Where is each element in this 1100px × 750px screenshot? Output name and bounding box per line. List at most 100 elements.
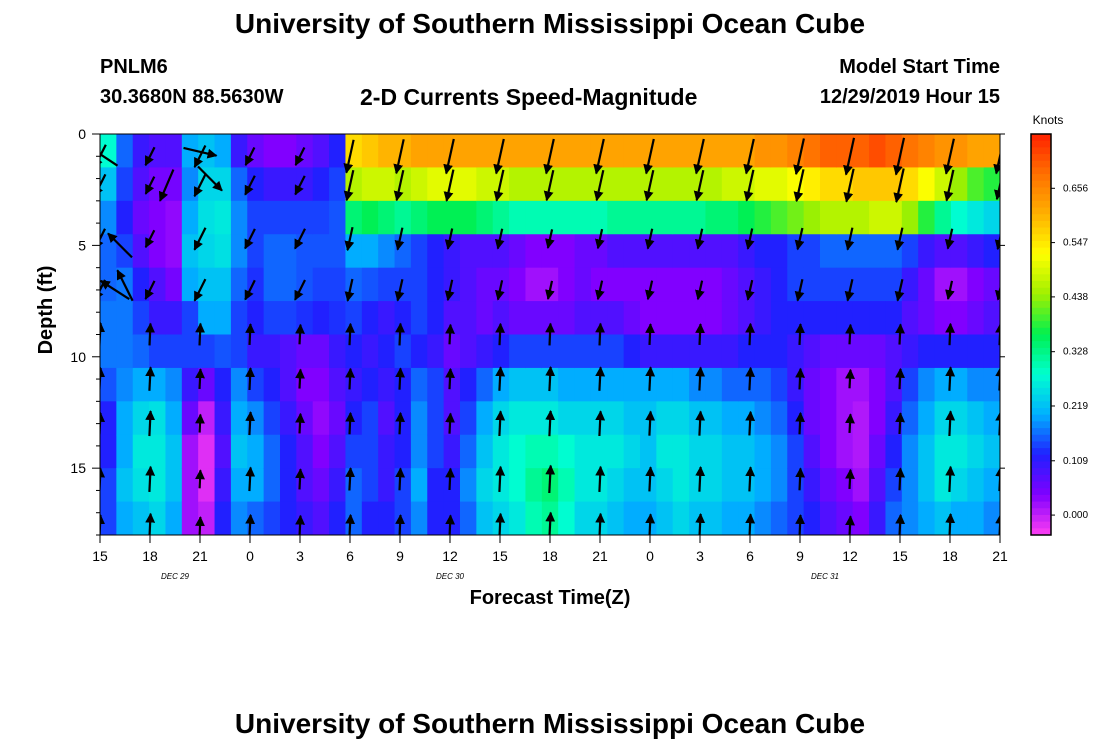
heatmap-cell [394, 501, 412, 535]
current-arrow [393, 169, 405, 202]
heatmap-cell [329, 334, 347, 369]
heatmap-cell [165, 234, 183, 269]
heatmap-cell [132, 234, 150, 269]
heatmap-cell [869, 468, 887, 503]
heatmap-cell [410, 134, 428, 169]
current-arrow [695, 366, 706, 391]
colorbar-segment [1031, 274, 1051, 282]
heatmap-cell [345, 401, 363, 436]
colorbar-segment [1031, 321, 1051, 329]
current-arrow [595, 322, 606, 346]
heatmap-cell [280, 134, 297, 169]
heatmap-cell [770, 367, 788, 402]
heatmap-cell [410, 401, 428, 436]
colorbar-segment [1031, 327, 1051, 335]
heatmap-cell [263, 334, 281, 369]
heatmap-cell [869, 200, 887, 235]
heatmap-cell [918, 267, 936, 302]
heatmap-cell [820, 401, 837, 436]
heatmap-cell [918, 401, 936, 436]
current-arrow [695, 280, 705, 301]
heatmap-cell [721, 468, 739, 503]
heatmap-cell [558, 167, 576, 202]
heatmap-cell [149, 401, 167, 436]
heatmap-cell [705, 200, 723, 235]
heatmap-cell [607, 367, 625, 402]
heatmap-cell [247, 134, 265, 169]
heatmap-cell [149, 200, 167, 235]
heatmap-cell [705, 434, 723, 469]
colorbar-tick-label: 0.219 [1063, 401, 1088, 412]
heatmap-cell [738, 501, 756, 535]
heatmap-cell [460, 200, 477, 235]
colorbar-segment [1031, 428, 1051, 436]
heatmap-cell [100, 200, 117, 235]
current-arrow [845, 413, 855, 433]
heatmap-cell [132, 167, 150, 202]
heatmap-cell [116, 401, 134, 436]
heatmap-cell [378, 334, 396, 369]
heatmap-cell [214, 301, 232, 336]
heatmap-cell [623, 301, 641, 336]
colorbar-segment [1031, 481, 1051, 489]
heatmap-cell [492, 200, 510, 235]
heatmap-cell [950, 234, 968, 269]
heatmap-cell [410, 167, 428, 202]
current-arrow [345, 467, 356, 491]
colorbar-segment [1031, 174, 1051, 182]
heatmap-cell [410, 234, 428, 269]
heatmap-cell [803, 167, 821, 202]
heatmap-cell [165, 401, 183, 436]
heatmap-cell [689, 434, 707, 469]
heatmap-cell [165, 200, 183, 235]
heatmap-cell [721, 200, 739, 235]
current-arrow [945, 366, 956, 391]
current-arrow [895, 412, 906, 435]
heatmap-cell [476, 501, 494, 535]
heatmap-cell [869, 367, 887, 402]
current-arrow [793, 138, 805, 176]
heatmap-cell [100, 301, 117, 336]
heatmap-cell [574, 401, 592, 436]
heatmap-cell [950, 367, 968, 402]
current-arrow [294, 175, 306, 196]
current-arrow [394, 278, 405, 302]
heatmap-cell [263, 167, 281, 202]
current-arrow [343, 139, 355, 174]
heatmap-cell [230, 367, 248, 402]
heatmap-cell [329, 200, 347, 235]
heatmap-cell [738, 367, 756, 402]
heatmap-cell [918, 301, 936, 336]
heatmap-cell [770, 501, 788, 535]
heatmap-cell [525, 134, 543, 169]
heatmap-cell [427, 167, 445, 202]
heatmap-cell [869, 234, 887, 269]
heatmap-cell [852, 468, 870, 503]
current-arrow [945, 410, 956, 437]
heatmap-cell [460, 434, 477, 469]
heatmap-cell [378, 167, 396, 202]
heatmap-cell [312, 134, 330, 169]
x-tick-label: 18 [942, 548, 958, 564]
heatmap-cell [394, 234, 412, 269]
heatmap-cell [410, 200, 428, 235]
heatmap-cell [574, 134, 592, 169]
heatmap-cell [312, 434, 330, 469]
heatmap-cell [525, 401, 543, 436]
heatmap-cell [149, 434, 167, 469]
colorbar-segment [1031, 140, 1051, 148]
current-arrow [395, 367, 406, 390]
current-arrow [294, 147, 306, 166]
heatmap-cell [476, 267, 494, 302]
heatmap-cell [427, 334, 445, 369]
heatmap-cell [852, 134, 870, 169]
heatmap-cell [950, 401, 968, 436]
heatmap-cell [640, 434, 657, 469]
heatmap-cell [476, 167, 494, 202]
current-arrow [144, 280, 156, 300]
heatmap-cell [983, 501, 1000, 535]
heatmap-cell [378, 301, 396, 336]
current-arrow [644, 228, 655, 250]
heatmap-cell [574, 334, 592, 369]
heatmap-cell [181, 334, 199, 369]
